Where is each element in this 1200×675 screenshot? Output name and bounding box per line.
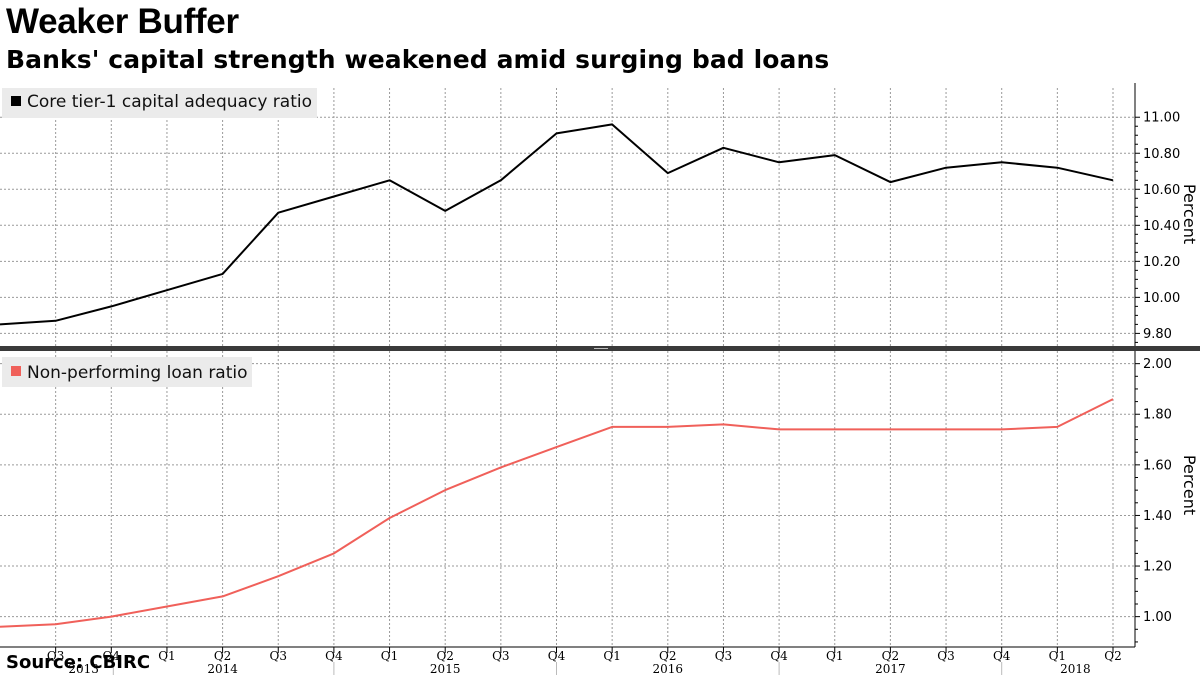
x-quarter-label: Q1	[826, 649, 843, 663]
x-year-label: 2018	[1060, 662, 1091, 675]
x-quarter-label: Q2	[659, 649, 676, 663]
npl-ratio-y-tick-label: 1.00	[1143, 610, 1172, 625]
npl-ratio-legend-box	[2, 357, 252, 387]
capital-ratio-y-tick-label: 11.00	[1143, 111, 1180, 126]
capital-ratio-y-axis: 9.80 10.00 10.20 10.40 10.60 10.80 11.00	[1134, 83, 1180, 346]
capital-ratio-legend-swatch	[11, 96, 21, 106]
x-quarter-label: Q3	[492, 649, 509, 663]
x-quarter-label: Q2	[1104, 649, 1121, 663]
capital-ratio-y-tick-label: 10.40	[1143, 219, 1180, 234]
x-quarter-label: Q3	[270, 649, 287, 663]
x-quarter-label: Q1	[381, 649, 398, 663]
x-quarter-label: Q4	[548, 649, 566, 663]
x-quarter-label: Q3	[47, 649, 64, 663]
npl-ratio-panel: Non-performing loan ratio 1.001.201.401.…	[0, 351, 1199, 647]
capital-ratio-legend-label: Core tier-1 capital adequacy ratio	[27, 92, 312, 112]
x-quarter-label: Q4	[993, 649, 1011, 663]
capital-ratio-y-axis-title: Percent	[1180, 184, 1199, 244]
npl-ratio-y-tick-label: 1.60	[1143, 458, 1172, 473]
x-quarter-label: Q4	[325, 649, 343, 663]
npl-ratio-y-tick-label: 2.00	[1143, 357, 1172, 372]
x-quarter-label: Q1	[1049, 649, 1066, 663]
x-axis: Q3 Q4 Q1 Q2 Q3 Q4 Q1 Q2 Q3 Q4 Q1 Q2 Q3 Q4 Q1 Q2 Q3 Q4 Q1 Q2…	[0, 646, 1135, 675]
capital-ratio-y-tick-label: 9.80	[1143, 327, 1172, 342]
x-year-label: 2016	[653, 662, 684, 675]
x-quarter-label: Q1	[158, 649, 175, 663]
source-note: Source: CBIRC	[6, 652, 151, 673]
chart-title: Weaker Buffer	[6, 2, 239, 41]
capital-ratio-y-tick-label: 10.00	[1143, 291, 1180, 306]
npl-ratio-y-tick-label: 1.20	[1143, 560, 1172, 575]
x-year-label: 2013	[68, 662, 99, 675]
capital-ratio-y-tick-label: 10.20	[1143, 255, 1180, 270]
npl-ratio-y-tick-label: 1.80	[1143, 408, 1172, 423]
npl-ratio-y-axis: 1.00 1.20 1.40 1.60 1.80 2.00	[1134, 351, 1172, 647]
npl-ratio-y-axis-title: Percent	[1180, 455, 1199, 515]
npl-ratio-legend-label: Non-performing loan ratio	[27, 363, 248, 383]
capital-ratio-y-tick-label: 10.80	[1143, 147, 1180, 162]
npl-ratio-series-line	[0, 398, 1114, 628]
capital-ratio-legend-box	[2, 88, 317, 118]
chart-subtitle: Banks' capital strength weakened amid su…	[6, 45, 830, 74]
x-quarter-label: Q4	[103, 649, 121, 663]
capital-ratio-panel: Core tier-1 capital adequacy ratio 9.80 1…	[0, 83, 1199, 346]
x-quarter-label: Q1	[603, 649, 620, 663]
x-quarter-label: Q2	[214, 649, 231, 663]
x-year-label: 2017	[875, 662, 906, 675]
x-quarter-label: Q3	[715, 649, 732, 663]
capital-ratio-y-tick-label: 10.60	[1143, 183, 1180, 198]
capital-ratio-grid	[0, 88, 1135, 346]
x-year-label: 2015	[430, 662, 461, 675]
x-year-label: 2014	[207, 662, 238, 675]
npl-ratio-legend-swatch	[11, 366, 21, 376]
npl-ratio-grid	[0, 351, 1135, 647]
x-quarter-label: Q3	[937, 649, 954, 663]
x-quarter-label: Q2	[436, 649, 453, 663]
capital-ratio-series-line	[0, 123, 1114, 326]
x-quarter-label: Q2	[882, 649, 899, 663]
npl-ratio-y-tick-label: 1.40	[1143, 509, 1172, 524]
x-quarter-label: Q4	[770, 649, 788, 663]
